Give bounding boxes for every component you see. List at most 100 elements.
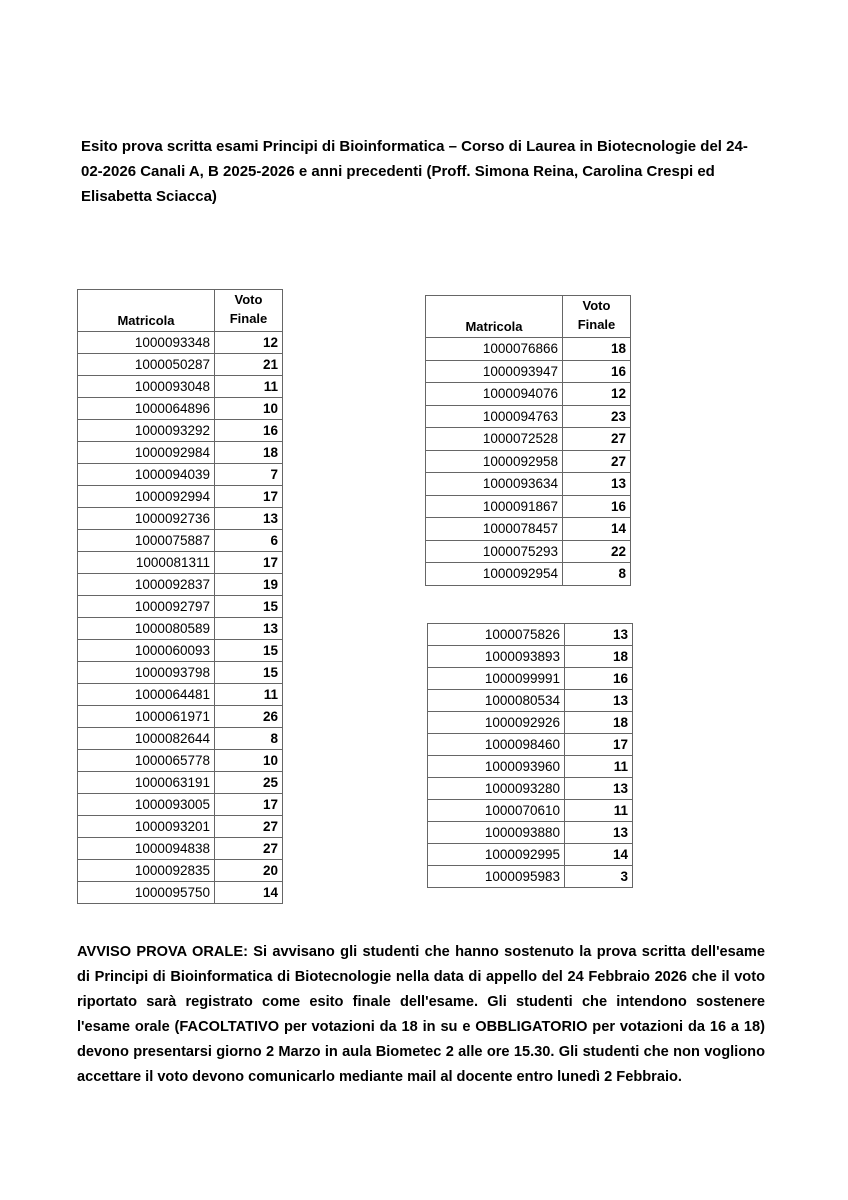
table-row: 1000080534 13 — [427, 689, 633, 712]
grade-cell: 13 — [564, 821, 633, 844]
grade-cell: 14 — [564, 843, 633, 866]
grade-cell: 16 — [564, 667, 633, 690]
table-row: 1000094838 27 — [77, 837, 283, 860]
grade-cell: 27 — [214, 837, 283, 860]
header-cell: Matricola — [77, 289, 215, 332]
grade-cell: 6 — [214, 529, 283, 552]
grade-cell: 14 — [562, 517, 631, 541]
grade-cell: 12 — [562, 382, 631, 406]
results-table: 1000075826 13 1000093893 18 1000099991 16 1000… — [427, 623, 633, 888]
matricola-cell: 1000095983 — [427, 865, 565, 888]
grade-cell: 13 — [564, 777, 633, 800]
table-row: 1000092797 15 — [77, 595, 283, 618]
table-row: 1000093201 27 — [77, 815, 283, 838]
grade-cell: 18 — [564, 645, 633, 668]
header-row: Matricola Voto Finale — [77, 289, 283, 332]
matricola-cell: 1000093292 — [77, 419, 215, 442]
header-cell: Matricola — [425, 295, 563, 338]
grade-cell: 18 — [214, 441, 283, 464]
grade-cell: 11 — [214, 375, 283, 398]
grade-cell: 18 — [564, 711, 633, 734]
table-row: 1000091867 16 — [425, 494, 631, 518]
table-row: 1000093893 18 — [427, 645, 633, 668]
matricola-cell: 1000080589 — [77, 617, 215, 640]
grade-cell: 13 — [214, 507, 283, 530]
grade-cell: 8 — [562, 562, 631, 586]
table-row: 1000093960 11 — [427, 755, 633, 778]
matricola-cell: 1000093201 — [77, 815, 215, 838]
grade-cell: 17 — [214, 551, 283, 574]
table-row: 1000092954 8 — [425, 562, 631, 586]
table-row: 1000076866 18 — [425, 337, 631, 361]
table-row: 1000060093 15 — [77, 639, 283, 662]
grade-cell: 22 — [562, 539, 631, 563]
matricola-cell: 1000099991 — [427, 667, 565, 690]
matricola-cell: 1000092835 — [77, 859, 215, 882]
matricola-cell: 1000093880 — [427, 821, 565, 844]
grade-cell: 15 — [214, 639, 283, 662]
table-row: 1000094039 7 — [77, 463, 283, 486]
matricola-cell: 1000093893 — [427, 645, 565, 668]
matricola-cell: 1000064896 — [77, 397, 215, 420]
grade-cell: 11 — [564, 799, 633, 822]
table-row: 1000094763 23 — [425, 404, 631, 428]
matricola-cell: 1000078457 — [425, 517, 563, 541]
grade-cell: 16 — [562, 359, 631, 383]
grade-cell: 18 — [562, 337, 631, 361]
header-row: Matricola Voto Finale — [425, 295, 631, 338]
matricola-cell: 1000092926 — [427, 711, 565, 734]
grade-cell: 17 — [564, 733, 633, 756]
table-row: 1000082644 8 — [77, 727, 283, 750]
matricola-cell: 1000075887 — [77, 529, 215, 552]
table-row: 1000098460 17 — [427, 733, 633, 756]
grade-cell: 20 — [214, 859, 283, 882]
matricola-cell: 1000064481 — [77, 683, 215, 706]
grade-cell: 11 — [564, 755, 633, 778]
matricola-cell: 1000063191 — [77, 771, 215, 794]
matricola-cell: 1000070610 — [427, 799, 565, 822]
matricola-cell: 1000075293 — [425, 539, 563, 563]
grade-cell: 10 — [214, 397, 283, 420]
table-row: 1000050287 21 — [77, 353, 283, 376]
matricola-cell: 1000093280 — [427, 777, 565, 800]
table-row: 1000064481 11 — [77, 683, 283, 706]
table-row: 1000093048 11 — [77, 375, 283, 398]
table-row: 1000075826 13 — [427, 623, 633, 646]
matricola-cell: 1000075826 — [427, 623, 565, 646]
grade-cell: 17 — [214, 485, 283, 508]
matricola-cell: 1000061971 — [77, 705, 215, 728]
matricola-cell: 1000094039 — [77, 463, 215, 486]
grade-cell: 8 — [214, 727, 283, 750]
grade-cell: 3 — [564, 865, 633, 888]
table-row: 1000070610 11 — [427, 799, 633, 822]
table-row: 1000078457 14 — [425, 517, 631, 541]
matricola-cell: 1000094838 — [77, 837, 215, 860]
table-row: 1000092926 18 — [427, 711, 633, 734]
table-row: 1000065778 10 — [77, 749, 283, 772]
table-row: 1000093634 13 — [425, 472, 631, 496]
matricola-cell: 1000080534 — [427, 689, 565, 712]
table-row: 1000093798 15 — [77, 661, 283, 684]
title: Esito prova scritta esami Principi di Bi… — [81, 138, 748, 205]
table-row: 1000092958 27 — [425, 449, 631, 473]
table-row: 1000075887 6 — [77, 529, 283, 552]
table-row: 1000092736 13 — [77, 507, 283, 530]
grade-cell: 26 — [214, 705, 283, 728]
table-row: 1000092994 17 — [77, 485, 283, 508]
table-row: 1000092984 18 — [77, 441, 283, 464]
table-row: 1000093280 13 — [427, 777, 633, 800]
matricola-cell: 1000094763 — [425, 404, 563, 428]
matricola-cell: 1000060093 — [77, 639, 215, 662]
matricola-cell: 1000093634 — [425, 472, 563, 496]
matricola-cell: 1000098460 — [427, 733, 565, 756]
matricola-cell: 1000094076 — [425, 382, 563, 406]
matricola-cell: 1000093947 — [425, 359, 563, 383]
table-row: 1000093947 16 — [425, 359, 631, 383]
matricola-cell: 1000092994 — [77, 485, 215, 508]
matricola-cell: 1000072528 — [425, 427, 563, 451]
matricola-cell: 1000092958 — [425, 449, 563, 473]
notice: AVVISO PROVA ORALE: Si avvisano gli stud… — [77, 944, 765, 1085]
results-table: Matricola Voto Finale 1000093348 12 10000502… — [77, 289, 283, 904]
grade-cell: 27 — [214, 815, 283, 838]
